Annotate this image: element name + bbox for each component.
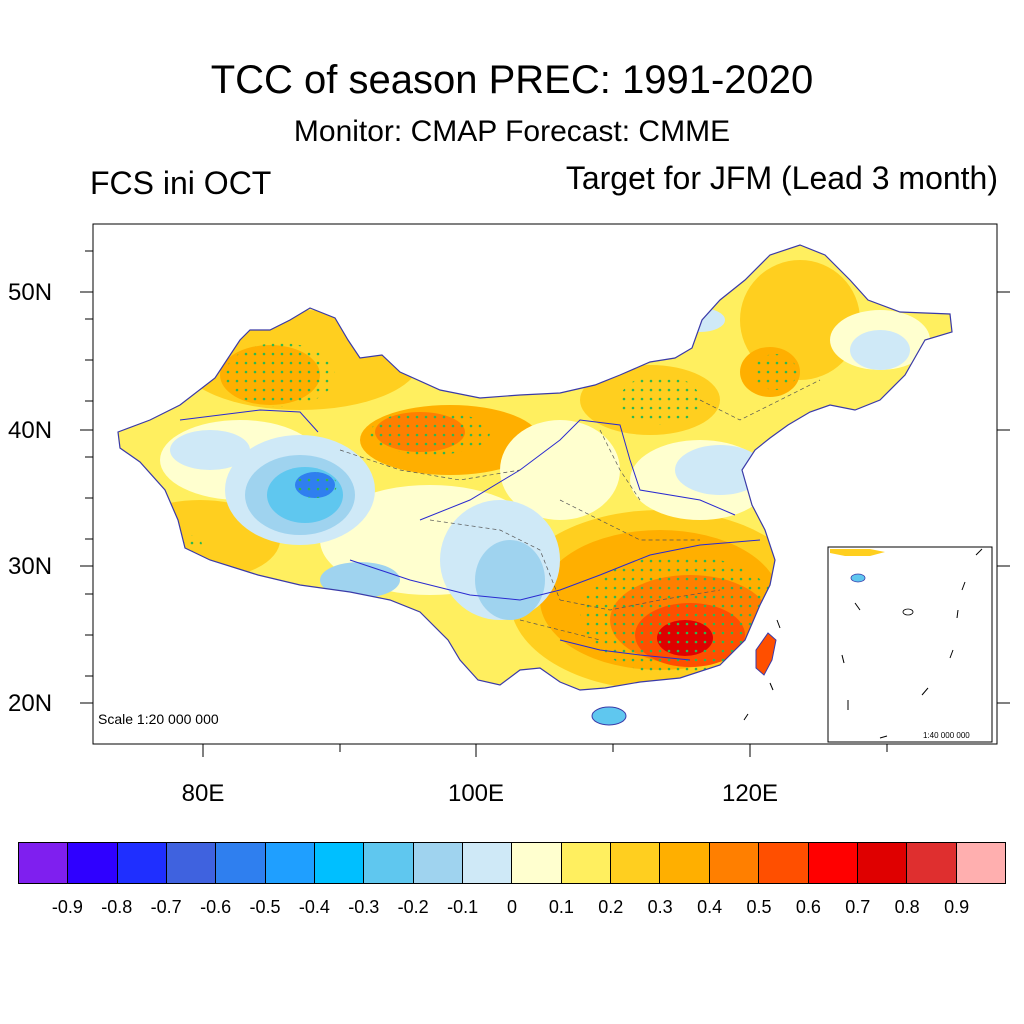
inset-coast — [830, 549, 885, 556]
colorbar-swatch — [167, 843, 217, 883]
colorbar-swatch — [907, 843, 957, 883]
colorbar-swatch — [759, 843, 809, 883]
colorbar-tick-label: -0.8 — [101, 897, 133, 917]
lat-label-50n: 50N — [8, 279, 53, 306]
target-season-label: Target for JFM (Lead 3 month) — [565, 160, 998, 196]
colorbar-swatch — [660, 843, 710, 883]
scale-label: Scale 1:20 000 000 — [98, 711, 219, 727]
inset-hainan — [850, 573, 866, 583]
inset-islands — [902, 608, 914, 616]
colorbar-tick-label: 0.3 — [647, 897, 673, 917]
colorbar — [18, 842, 1006, 884]
colorbar-tick-label: 0.8 — [894, 897, 920, 917]
nine-dash-line — [841, 548, 983, 739]
colorbar-swatch — [413, 843, 464, 883]
colorbar-swatch — [216, 843, 266, 883]
hainan-island — [591, 706, 627, 726]
colorbar-tick-label: -0.2 — [397, 897, 429, 917]
colorbar-tick-label: -0.4 — [298, 897, 330, 917]
colorbar-tick-label: 0 — [506, 897, 517, 917]
lon-label-80e: 80E — [181, 780, 225, 807]
map-subtitle: Monitor: CMAP Forecast: CMME — [293, 115, 731, 148]
colorbar-swatch — [611, 843, 661, 883]
colorbar-swatch — [315, 843, 365, 883]
colorbar-tick-label: -0.7 — [150, 897, 182, 917]
colorbar-swatch — [364, 843, 414, 883]
colorbar-tick-label: 0.4 — [697, 897, 723, 917]
lat-label-40n: 40N — [8, 417, 53, 444]
colorbar-tick-label: 0.2 — [598, 897, 624, 917]
colorbar-swatch — [857, 843, 908, 883]
colorbar-tick-label: 0.1 — [548, 897, 574, 917]
rivers — [179, 409, 761, 661]
colorbar-swatch — [463, 843, 513, 883]
colorbar-swatch — [68, 843, 118, 883]
init-month-label: FCS ini OCT — [90, 165, 272, 201]
coast-dashes — [743, 619, 781, 721]
colorbar-swatch — [709, 843, 760, 883]
taiwan-island — [755, 632, 777, 676]
colorbar-swatch — [265, 843, 316, 883]
china-outline — [117, 244, 953, 691]
colorbar-tick-label: -0.6 — [200, 897, 232, 917]
colorbar-tick-label: -0.5 — [249, 897, 281, 917]
colorbar-swatch — [808, 843, 858, 883]
lon-label-120e: 120E — [721, 780, 779, 807]
province-borders — [339, 379, 821, 641]
colorbar-tick-label: -0.9 — [51, 897, 83, 917]
inset-scale-label: 1:40 000 000 — [923, 731, 970, 740]
colorbar-swatch — [956, 843, 1005, 883]
colorbar-tick-label: 0.6 — [795, 897, 821, 917]
axis-ticks — [80, 250, 1010, 757]
colorbar-swatch — [561, 843, 612, 883]
colorbar-tick-label: 0.5 — [746, 897, 772, 917]
lat-label-20n: 20N — [8, 690, 53, 717]
colorbar-tick-label: 0.9 — [944, 897, 970, 917]
colorbar-tick-label: -0.1 — [447, 897, 479, 917]
colorbar-swatch — [512, 843, 562, 883]
colorbar-tick-label: -0.3 — [348, 897, 380, 917]
map-title: TCC of season PREC: 1991-2020 — [210, 58, 814, 102]
colorbar-swatch — [117, 843, 168, 883]
colorbar-tick-label: 0.7 — [845, 897, 871, 917]
lon-label-100e: 100E — [447, 780, 505, 807]
lat-label-30n: 30N — [8, 553, 53, 580]
colorbar-swatch — [19, 843, 69, 883]
